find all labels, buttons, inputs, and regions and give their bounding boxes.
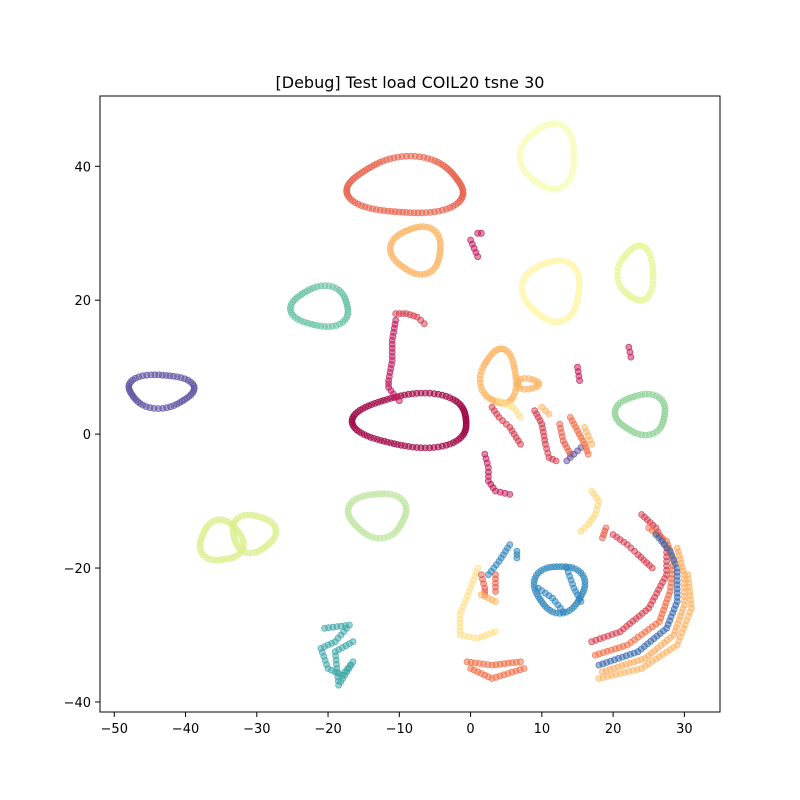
x-tick-label: −40 (172, 722, 199, 737)
y-tick-label: 0 (83, 428, 91, 443)
y-tick-label: −20 (64, 562, 91, 577)
x-tick-label: 0 (466, 722, 474, 737)
data-point (648, 564, 656, 572)
data-point (344, 305, 352, 313)
data-point (492, 628, 499, 636)
data-point (458, 184, 466, 192)
x-tick-label: −10 (386, 722, 413, 737)
data-point (577, 598, 585, 605)
points-layer (125, 120, 695, 689)
data-point (580, 587, 587, 595)
data-point (484, 571, 492, 579)
chart-title: [Debug] Test load COIL20 tsne 30 (276, 73, 545, 92)
data-point (513, 554, 521, 562)
data-point (492, 588, 499, 595)
data-point (420, 320, 428, 328)
data-point (436, 249, 444, 257)
data-point (401, 513, 409, 521)
data-point (649, 273, 657, 281)
data-point (588, 440, 596, 448)
data-point (599, 534, 606, 542)
plot-frame (99, 95, 721, 713)
data-point (271, 532, 279, 540)
data-point (517, 413, 524, 421)
x-tick-label: −50 (101, 722, 128, 737)
data-point (627, 353, 635, 361)
y-tick-label: 40 (74, 160, 91, 175)
y-tick-label: 20 (74, 294, 91, 309)
data-point (552, 457, 560, 465)
data-point (673, 544, 681, 552)
data-point (545, 410, 553, 418)
data-point (517, 658, 524, 666)
x-tick-label: 30 (676, 722, 693, 737)
y-axis: −40 −20 0 20 40 (64, 160, 100, 711)
data-point (506, 490, 514, 498)
data-point (462, 419, 470, 426)
data-point (652, 531, 660, 538)
data-point (240, 541, 248, 548)
data-point (570, 156, 578, 163)
data-point (645, 524, 653, 532)
data-point (577, 527, 585, 535)
data-point (534, 584, 542, 592)
data-point (520, 665, 528, 672)
x-tick-label: −30 (243, 722, 270, 737)
data-point (684, 571, 692, 579)
data-point (638, 511, 645, 518)
data-point (660, 413, 668, 421)
data-point (576, 377, 583, 385)
data-point (349, 638, 357, 646)
data-point (517, 440, 524, 448)
data-point (395, 397, 403, 405)
data-point (534, 382, 542, 390)
data-point (477, 229, 485, 237)
data-point (492, 598, 499, 605)
data-point (474, 253, 482, 261)
x-tick-label: 10 (534, 722, 551, 737)
x-axis: −50 −40 −30 −20 −10 0 10 20 30 (101, 712, 693, 737)
data-point (575, 289, 582, 297)
x-tick-label: −20 (314, 722, 341, 737)
y-tick-label: −40 (64, 696, 91, 711)
data-point (584, 450, 592, 458)
x-tick-label: 20 (605, 722, 622, 737)
data-point (189, 389, 197, 397)
